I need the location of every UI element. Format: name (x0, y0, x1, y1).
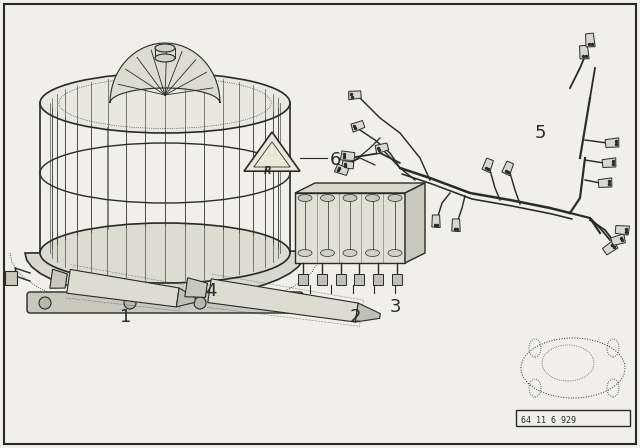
Bar (335, 274, 346, 285)
Ellipse shape (321, 194, 335, 202)
Polygon shape (349, 91, 362, 100)
Polygon shape (586, 33, 595, 47)
Bar (392, 274, 402, 285)
Polygon shape (25, 251, 305, 298)
Polygon shape (580, 45, 589, 59)
Ellipse shape (298, 250, 312, 257)
Text: 4: 4 (205, 282, 216, 300)
Polygon shape (244, 132, 300, 171)
Polygon shape (452, 219, 460, 232)
Polygon shape (615, 225, 630, 235)
Bar (373, 274, 383, 285)
Polygon shape (405, 183, 425, 263)
Ellipse shape (343, 194, 357, 202)
Text: 6: 6 (330, 151, 341, 169)
Ellipse shape (321, 250, 335, 257)
Polygon shape (432, 215, 440, 228)
Ellipse shape (343, 250, 357, 257)
Polygon shape (67, 269, 179, 307)
Ellipse shape (155, 44, 175, 52)
Ellipse shape (365, 250, 380, 257)
Text: 64 11 6 929: 64 11 6 929 (521, 416, 576, 425)
Ellipse shape (40, 223, 290, 283)
Ellipse shape (388, 250, 402, 257)
Polygon shape (482, 158, 493, 172)
Polygon shape (602, 158, 616, 168)
Polygon shape (351, 121, 365, 132)
Polygon shape (375, 143, 388, 154)
FancyBboxPatch shape (27, 292, 303, 313)
Polygon shape (602, 240, 618, 255)
Text: 1: 1 (120, 308, 131, 326)
Text: R: R (264, 166, 271, 176)
Bar (516, 410, 630, 426)
Bar (355, 274, 364, 285)
Polygon shape (110, 43, 220, 103)
Polygon shape (295, 193, 405, 263)
Polygon shape (334, 164, 349, 176)
Polygon shape (598, 178, 612, 187)
Polygon shape (208, 279, 358, 322)
Polygon shape (342, 161, 354, 169)
Text: 3: 3 (390, 298, 401, 316)
Text: 2: 2 (350, 308, 362, 326)
Ellipse shape (388, 194, 402, 202)
Polygon shape (605, 138, 619, 147)
Polygon shape (355, 303, 380, 322)
Polygon shape (185, 278, 207, 297)
Polygon shape (295, 183, 425, 193)
Polygon shape (177, 288, 195, 307)
Ellipse shape (365, 194, 380, 202)
Ellipse shape (155, 54, 175, 62)
Polygon shape (611, 234, 625, 246)
Polygon shape (502, 161, 513, 176)
Ellipse shape (40, 73, 290, 133)
Circle shape (124, 297, 136, 309)
Ellipse shape (298, 194, 312, 202)
Polygon shape (50, 269, 67, 288)
Bar (5, 271, 17, 285)
Bar (317, 274, 327, 285)
Polygon shape (340, 151, 355, 160)
Circle shape (194, 297, 206, 309)
Bar (298, 274, 308, 285)
Text: 5: 5 (535, 124, 547, 142)
Circle shape (39, 297, 51, 309)
Circle shape (279, 297, 291, 309)
